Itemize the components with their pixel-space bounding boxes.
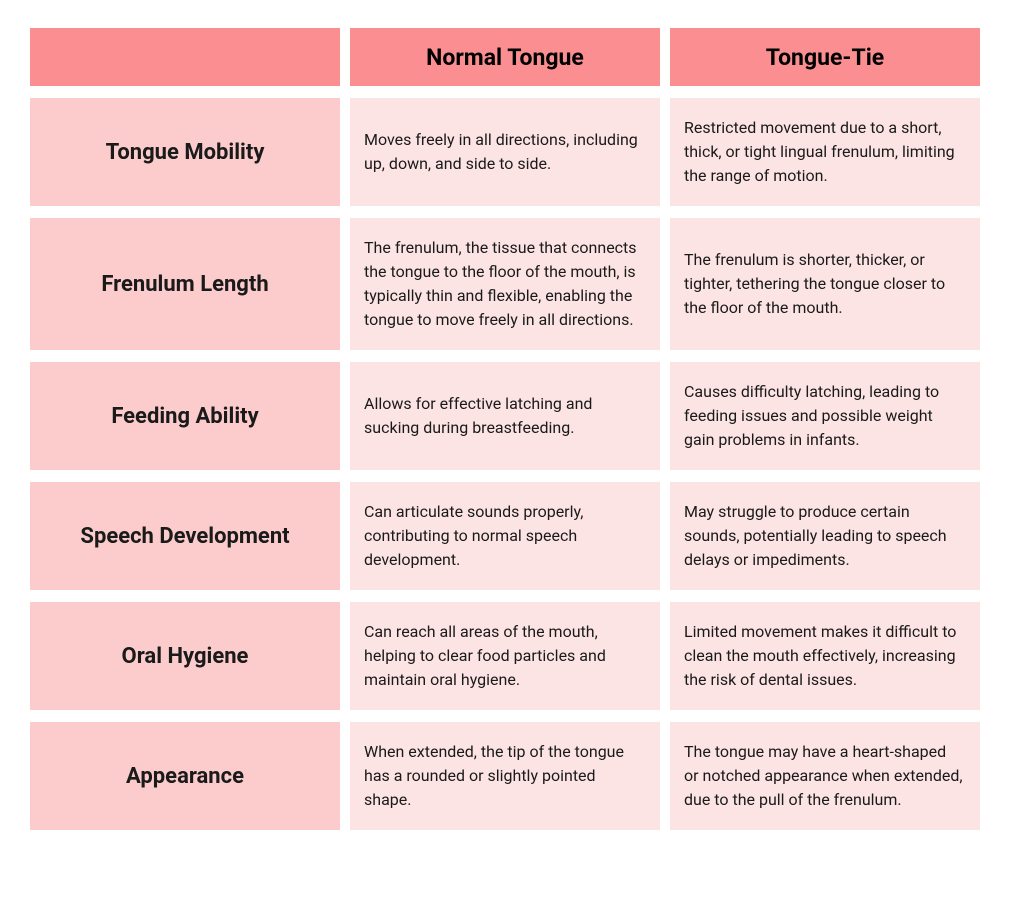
row-label-feeding-ability: Feeding Ability bbox=[30, 362, 340, 470]
cell-oral-hygiene-normal: Can reach all areas of the mouth, helpin… bbox=[350, 602, 660, 710]
row-label-tongue-mobility: Tongue Mobility bbox=[30, 98, 340, 206]
row-label-speech-development: Speech Development bbox=[30, 482, 340, 590]
cell-speech-development-tie: May struggle to produce certain sounds, … bbox=[670, 482, 980, 590]
header-normal-tongue: Normal Tongue bbox=[350, 28, 660, 86]
cell-appearance-normal: When extended, the tip of the tongue has… bbox=[350, 722, 660, 830]
cell-feeding-ability-tie: Causes difficulty latching, leading to f… bbox=[670, 362, 980, 470]
cell-frenulum-length-normal: The frenulum, the tissue that connects t… bbox=[350, 218, 660, 350]
header-tongue-tie: Tongue-Tie bbox=[670, 28, 980, 86]
cell-tongue-mobility-normal: Moves freely in all directions, includin… bbox=[350, 98, 660, 206]
header-empty bbox=[30, 28, 340, 86]
cell-appearance-tie: The tongue may have a heart-shaped or no… bbox=[670, 722, 980, 830]
comparison-table: Normal Tongue Tongue-Tie Tongue Mobility… bbox=[30, 28, 994, 830]
cell-frenulum-length-tie: The frenulum is shorter, thicker, or tig… bbox=[670, 218, 980, 350]
row-label-frenulum-length: Frenulum Length bbox=[30, 218, 340, 350]
cell-feeding-ability-normal: Allows for effective latching and suckin… bbox=[350, 362, 660, 470]
row-label-appearance: Appearance bbox=[30, 722, 340, 830]
cell-oral-hygiene-tie: Limited movement makes it difficult to c… bbox=[670, 602, 980, 710]
row-label-oral-hygiene: Oral Hygiene bbox=[30, 602, 340, 710]
cell-speech-development-normal: Can articulate sounds properly, contribu… bbox=[350, 482, 660, 590]
cell-tongue-mobility-tie: Restricted movement due to a short, thic… bbox=[670, 98, 980, 206]
